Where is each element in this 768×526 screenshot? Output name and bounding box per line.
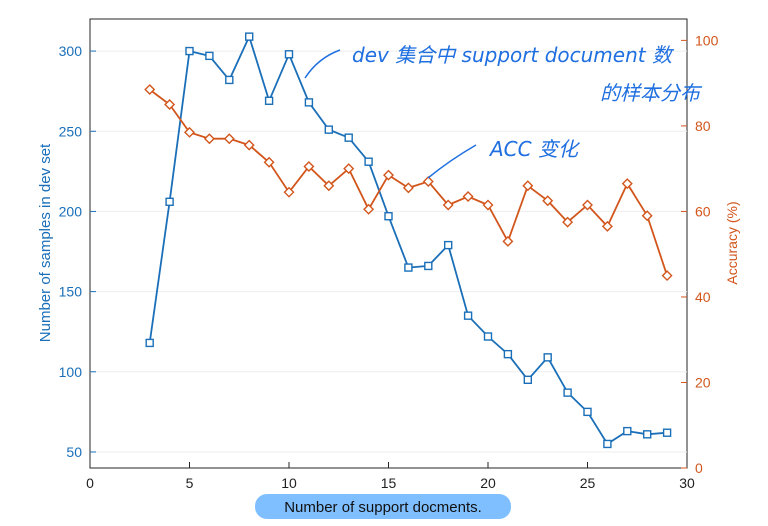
samples-point xyxy=(185,46,194,56)
samples-point xyxy=(662,428,672,437)
x-tick-label: 25 xyxy=(580,475,596,491)
annotation-samples-line1: dev 集合中 support document 数 xyxy=(352,43,675,67)
x-tick-label: 10 xyxy=(281,475,297,491)
left-tick-label: 300 xyxy=(59,43,83,59)
samples-point xyxy=(483,332,493,341)
x-axis-title-highlight xyxy=(255,494,511,519)
samples-point xyxy=(444,240,453,250)
accuracy-point xyxy=(542,195,554,207)
right-tick-label: 20 xyxy=(695,374,711,390)
samples-point xyxy=(523,375,532,385)
annotation-acc: ACC 变化 xyxy=(488,137,581,161)
accuracy-point xyxy=(522,180,534,192)
samples-point xyxy=(503,349,513,359)
accuracy-point xyxy=(562,216,574,228)
accuracy-point xyxy=(621,178,633,190)
samples-point xyxy=(384,212,393,221)
right-tick-label: 40 xyxy=(695,289,711,305)
x-tick-label: 20 xyxy=(480,475,496,491)
samples-point xyxy=(344,133,353,142)
samples-point xyxy=(145,338,154,348)
right-tick-label: 60 xyxy=(695,203,711,219)
series-layer xyxy=(144,32,673,449)
samples-point xyxy=(244,32,254,41)
samples-point xyxy=(643,430,652,439)
accuracy-point xyxy=(402,182,414,194)
accuracy-point xyxy=(383,169,394,181)
samples-point xyxy=(364,157,373,166)
samples-point xyxy=(623,426,632,436)
left-tick-label: 200 xyxy=(59,203,83,219)
x-axis-ticks: 0 5 10 15 20 25 30 xyxy=(86,462,695,491)
accuracy-point xyxy=(482,199,494,211)
left-tick-label: 50 xyxy=(66,444,82,460)
left-axis-title: Number of samples in dev set xyxy=(37,143,54,342)
annotation-samples-line2: 的样本分布 xyxy=(600,81,703,105)
accuracy-point xyxy=(223,133,235,145)
right-tick-label: 0 xyxy=(695,460,703,476)
annotation-arrow-acc xyxy=(427,144,477,179)
accuracy-point xyxy=(323,180,335,192)
right-axis-title: Accuracy (%) xyxy=(724,201,740,284)
annotation-arrow-samples xyxy=(304,49,341,79)
accuracy-point xyxy=(582,199,593,211)
accuracy-point xyxy=(661,270,673,282)
x-tick-label: 5 xyxy=(186,475,194,491)
right-tick-label: 100 xyxy=(695,32,719,48)
accuracy-point xyxy=(363,203,375,215)
samples-point xyxy=(205,51,214,61)
accuracy-point xyxy=(243,139,255,151)
accuracy-point xyxy=(601,220,613,232)
right-axis-ticks: 0 20 40 60 80 100 xyxy=(681,32,719,476)
accuracy-point xyxy=(641,210,653,222)
samples-point xyxy=(324,125,333,134)
accuracy-point xyxy=(502,235,514,247)
samples-point xyxy=(563,388,572,397)
samples-point xyxy=(583,407,592,417)
accuracy-point xyxy=(343,163,355,175)
samples-point xyxy=(543,353,552,362)
plot-area xyxy=(89,18,688,469)
left-tick-label: 150 xyxy=(59,284,83,300)
accuracy-point xyxy=(303,161,315,173)
accuracy-point xyxy=(164,99,176,111)
accuracy-point xyxy=(442,199,454,211)
right-tick-label: 80 xyxy=(695,118,711,134)
accuracy-point xyxy=(422,176,434,187)
samples-point xyxy=(225,75,234,85)
left-tick-label: 100 xyxy=(59,364,83,380)
accuracy-point xyxy=(283,186,295,198)
x-axis-title: Number of support docments. xyxy=(284,499,482,516)
left-tick-label: 250 xyxy=(59,123,83,139)
samples-point xyxy=(603,439,612,449)
accuracy-point xyxy=(144,84,156,96)
accuracy-point xyxy=(263,156,275,168)
samples-point xyxy=(284,50,294,59)
accuracy-point xyxy=(203,133,215,145)
samples-point xyxy=(304,98,314,107)
x-tick-label: 30 xyxy=(679,475,695,491)
samples-point xyxy=(424,261,433,271)
x-tick-label: 15 xyxy=(381,475,397,491)
samples-point xyxy=(404,263,413,272)
samples-point xyxy=(165,197,174,207)
samples-point xyxy=(463,311,473,320)
accuracy-point xyxy=(184,126,195,138)
left-axis-ticks: 50 100 150 200 250 300 xyxy=(59,43,96,460)
accuracy-point xyxy=(462,190,474,202)
x-tick-label: 0 xyxy=(86,475,94,491)
samples-point xyxy=(264,96,274,105)
